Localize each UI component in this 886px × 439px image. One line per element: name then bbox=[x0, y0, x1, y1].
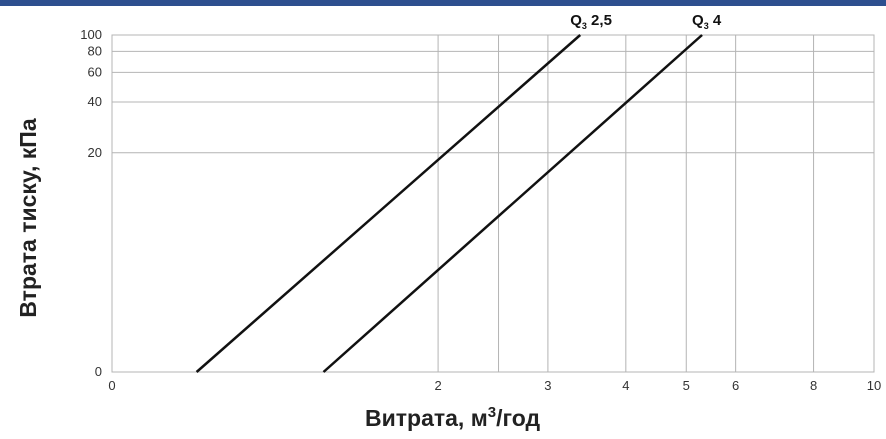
series-label: Q3 2,5 bbox=[570, 12, 612, 31]
x-tick-label: 2 bbox=[434, 378, 441, 393]
x-tick-label: 0 bbox=[108, 378, 115, 393]
x-tick-label: 5 bbox=[683, 378, 690, 393]
x-axis-title: Витрата, м3/год bbox=[365, 404, 540, 431]
x-tick-label: 3 bbox=[544, 378, 551, 393]
top-accent-bar bbox=[0, 0, 886, 6]
y-tick-label: 60 bbox=[88, 64, 102, 79]
y-axis-title: Втрата тиску, кПа bbox=[15, 118, 41, 317]
series-label-layer: Q3 2,5 Q3 4 bbox=[570, 12, 722, 31]
plot-frame bbox=[111, 34, 875, 373]
y-tick-label: 40 bbox=[88, 94, 102, 109]
x-tick-label: 6 bbox=[732, 378, 739, 393]
y-tick-label: 0 bbox=[95, 364, 102, 379]
series-layer bbox=[195, 34, 703, 373]
y-tick-label: 80 bbox=[88, 43, 102, 58]
x-tick-label: 10 bbox=[867, 378, 881, 393]
x-tick-label: 8 bbox=[810, 378, 817, 393]
y-tick-label: 20 bbox=[88, 145, 102, 160]
grid-layer bbox=[111, 34, 875, 373]
series-label: Q3 4 bbox=[692, 12, 722, 31]
x-tick-label: 4 bbox=[622, 378, 629, 393]
series-line bbox=[322, 34, 703, 373]
y-tick-label: 100 bbox=[80, 27, 102, 42]
series-line bbox=[195, 34, 582, 373]
